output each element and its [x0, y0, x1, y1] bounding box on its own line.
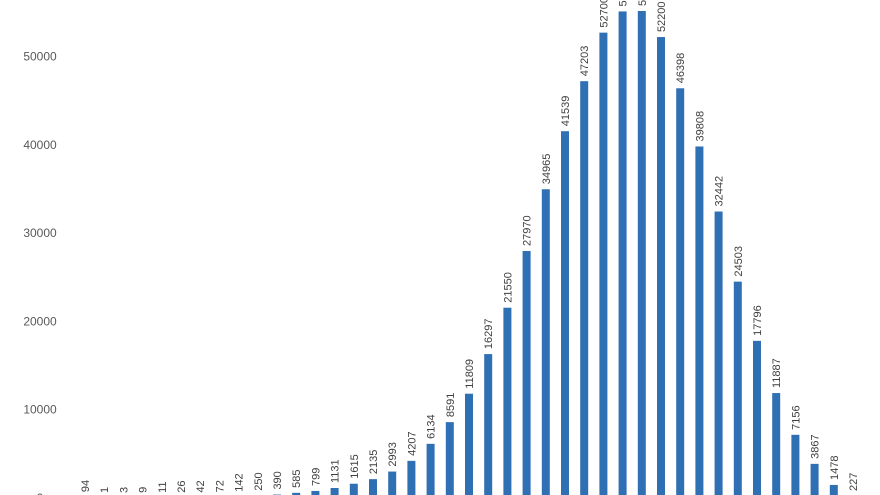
bar: [580, 81, 589, 495]
bar: [541, 189, 550, 495]
value-label: 27970: [522, 215, 534, 246]
value-label: 11809: [464, 359, 476, 389]
bar: [292, 492, 301, 495]
value-label: 39808: [694, 111, 706, 142]
bar: [791, 434, 800, 495]
bar: [465, 393, 473, 495]
value-label: 41539: [560, 96, 572, 127]
y-tick-label: 10000: [23, 403, 57, 417]
value-label: 1478: [829, 455, 841, 479]
value-label: 32442: [714, 176, 726, 207]
value-label: 16297: [483, 318, 495, 349]
value-label: 1: [99, 487, 111, 493]
bar: [484, 354, 493, 495]
value-label: 6134: [426, 414, 438, 438]
bar: [445, 422, 454, 495]
bar: [772, 393, 781, 495]
value-label: 3867: [810, 434, 822, 458]
bar: [599, 32, 608, 495]
bar: [561, 131, 569, 495]
bar: [349, 483, 358, 495]
bar: [829, 484, 838, 495]
value-label: 9: [138, 487, 150, 493]
value-label: 94: [80, 480, 92, 492]
value-label: 17796: [752, 305, 764, 336]
value-label: 72: [214, 480, 226, 492]
value-label: 250: [253, 472, 265, 490]
bar: [369, 479, 377, 495]
bar: [388, 471, 397, 495]
value-label: 3: [118, 487, 130, 493]
y-tick-label: 40000: [23, 138, 57, 152]
value-label: 11887: [771, 358, 783, 388]
value-label: 4207: [406, 431, 418, 455]
bar: [503, 307, 512, 495]
bar: [618, 11, 627, 495]
bar: [714, 211, 723, 495]
value-label: 585: [291, 469, 303, 487]
value-label: 2135: [368, 450, 380, 474]
bar: [330, 488, 339, 495]
value-label: 7156: [790, 405, 802, 429]
bar: [311, 490, 320, 495]
bar: [676, 88, 685, 495]
bar: [407, 460, 416, 495]
value-label: 55100: [618, 0, 630, 6]
value-label: 52200: [656, 1, 668, 32]
value-label: 21550: [502, 272, 514, 303]
y-tick-label: 20000: [23, 314, 57, 328]
value-label: 1615: [349, 454, 361, 478]
value-label: 24503: [733, 246, 745, 277]
value-label: 390: [272, 471, 284, 489]
bar: [657, 37, 665, 495]
y-tick-label: 30000: [23, 226, 57, 240]
value-label: 2993: [387, 442, 399, 466]
value-label: 799: [310, 468, 322, 486]
bar: [753, 340, 761, 495]
value-label: 46398: [675, 53, 687, 84]
value-label: 26: [176, 481, 188, 493]
value-label: 34965: [541, 154, 553, 185]
bar: [426, 443, 435, 495]
value-label: 52700: [598, 0, 610, 28]
value-label: 55150: [637, 0, 649, 6]
value-label: 47203: [579, 46, 591, 77]
value-label: 1131: [330, 459, 342, 483]
y-tick-label: 50000: [23, 49, 57, 63]
bar: [810, 463, 819, 495]
bar: [733, 281, 742, 495]
value-label: 227: [848, 473, 860, 491]
value-label: 11: [157, 481, 169, 492]
bar: [695, 146, 704, 495]
value-label: 142: [234, 473, 246, 491]
value-label: 8591: [445, 393, 457, 417]
bar: [637, 11, 646, 495]
y-tick-label: 0: [37, 491, 44, 495]
bar: [522, 251, 531, 495]
value-label: 42: [195, 480, 207, 492]
